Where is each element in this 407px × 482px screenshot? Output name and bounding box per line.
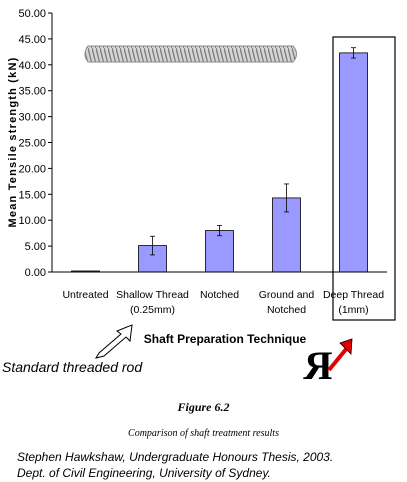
y-tick-label: 40.00 [18, 60, 46, 72]
x-axis-categories: Untreated Shallow Thread (0.25mm) Notched Gr… [62, 289, 384, 316]
category-label: Shallow Thread [116, 289, 189, 301]
category-label: Untreated [62, 289, 108, 301]
chart: 0.00 5.00 10.00 15.00 20.00 25.00 30.00 35.00 40… [2, 8, 396, 388]
red-arrow-icon [327, 338, 353, 372]
category-label: Deep Thread [323, 289, 384, 301]
y-tick-label: 15.00 [18, 189, 46, 201]
y-tick-label: 5.00 [25, 241, 46, 253]
y-tick-label: 50.00 [18, 8, 46, 20]
category-label: (0.25mm) [130, 304, 175, 316]
y-tick-label: 20.00 [18, 163, 46, 175]
figure-caption: Comparison of shaft treatment results [128, 428, 279, 439]
y-tick-label: 30.00 [18, 112, 46, 124]
x-axis-label: Shaft Preparation Technique [144, 332, 307, 346]
credit-line-1: Stephen Hawkshaw, Undergraduate Honours … [17, 450, 334, 464]
logo-mark: R [302, 343, 332, 388]
category-label: Ground and [259, 289, 315, 301]
bar [205, 230, 234, 273]
y-tick-label: 0.00 [25, 267, 46, 279]
highlight-box [332, 36, 396, 321]
threaded-rod-image [84, 45, 297, 63]
category-label: Notched [267, 304, 306, 316]
credit-line-2: Dept. of Civil Engineering, University o… [17, 466, 271, 480]
y-tick-label: 25.00 [18, 138, 46, 150]
hollow-arrow-icon [94, 324, 133, 359]
y-axis-label: Mean Tensile strength (kN) [7, 57, 19, 228]
y-axis-ticks: 0.00 5.00 10.00 15.00 20.00 25.00 30.00 35.00 40… [18, 8, 52, 279]
y-tick-label: 10.00 [18, 215, 46, 227]
category-label: Notched [200, 289, 239, 301]
svg-text:R: R [302, 343, 332, 388]
figure-title: Figure 6.2 [177, 400, 230, 414]
bar [339, 52, 368, 273]
error-bars [150, 47, 356, 256]
y-tick-label: 35.00 [18, 86, 46, 98]
y-tick-label: 45.00 [18, 34, 46, 46]
threaded-rod-label: Standard threaded rod [2, 359, 143, 375]
category-label: (1mm) [338, 304, 368, 316]
bars [71, 52, 368, 273]
